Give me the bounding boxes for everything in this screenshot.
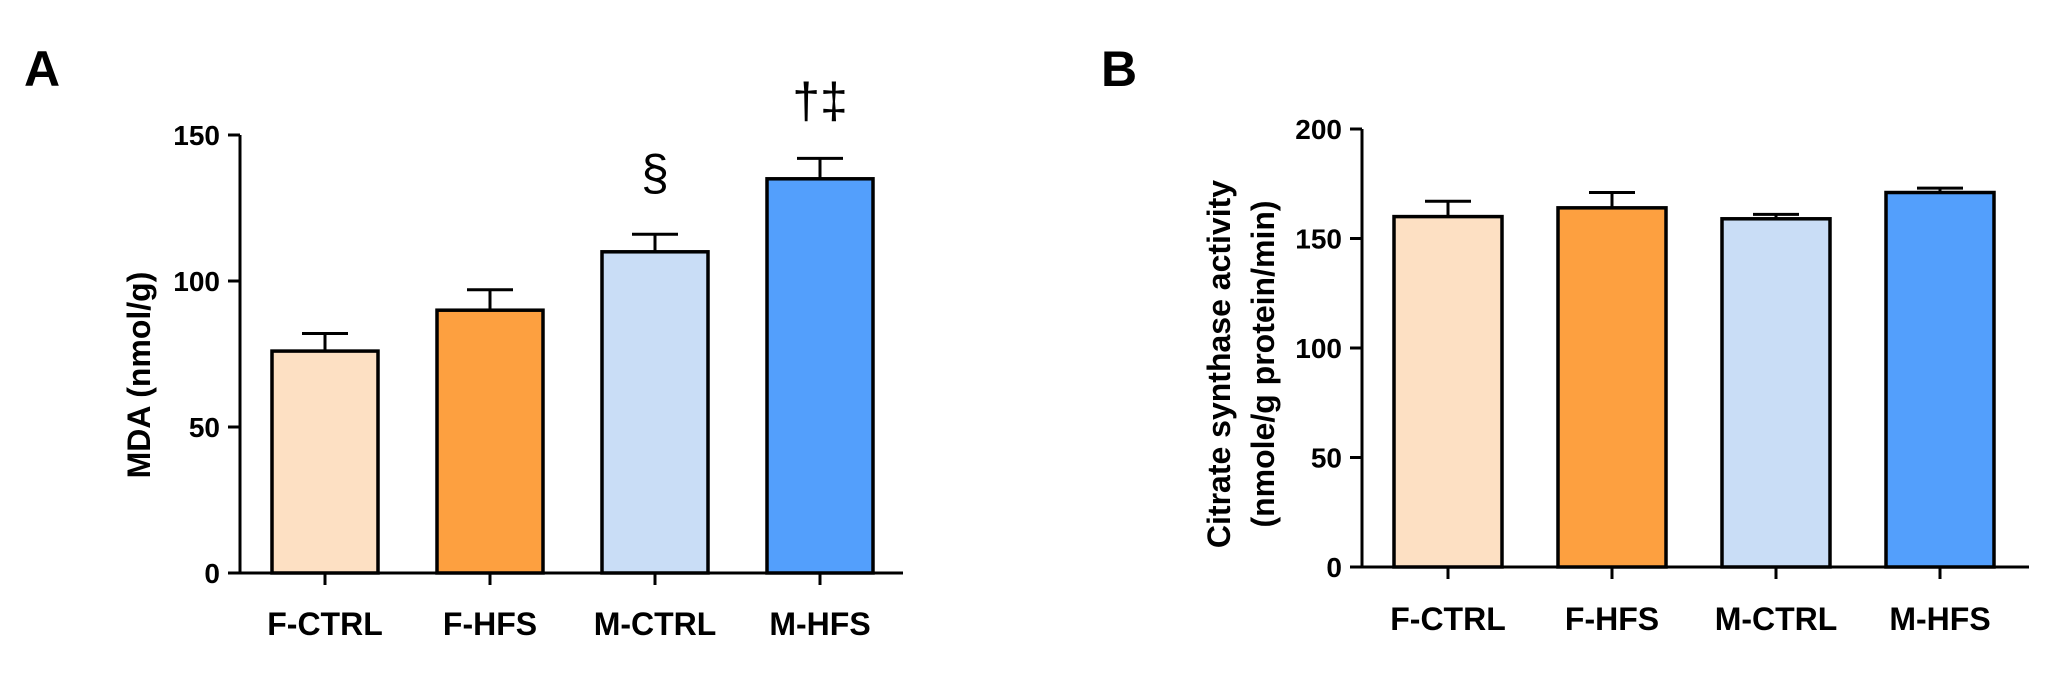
panel-a-chart: A MDA (nmol/g) 0 50 100 150 F-CTRL F-HFS M-CTR…	[24, 41, 903, 642]
panel-a-y-axis-title: MDA (nmol/g)	[121, 272, 157, 479]
bar-m-hfs	[765, 177, 875, 575]
bar-m-hfs	[1884, 190, 1996, 569]
x-tick-label-m-hfs: M-HFS	[769, 606, 870, 642]
panel-b-y-axis-title-line2: (nmole/g protein/min)	[1245, 200, 1281, 527]
bar-f-hfs	[1556, 206, 1668, 569]
x-tick-label-f-ctrl: F-CTRL	[1390, 601, 1506, 637]
x-tick-label-f-hfs: F-HFS	[1565, 601, 1659, 637]
bar-f-ctrl	[270, 349, 380, 575]
bar-f-ctrl	[1392, 214, 1504, 569]
y-tick-label: 200	[1295, 114, 1342, 145]
x-tick-label-m-ctrl: M-CTRL	[1715, 601, 1838, 637]
significance-annotation: †‡	[792, 73, 848, 129]
y-tick-label: 50	[189, 412, 220, 443]
panel-a-letter: A	[24, 41, 60, 97]
x-tick-label-m-hfs: M-HFS	[1889, 601, 1990, 637]
panel-b-y-axis-title-line1: Citrate synthase activity	[1201, 180, 1237, 548]
y-tick-label: 50	[1311, 443, 1342, 474]
x-tick-label-f-hfs: F-HFS	[443, 606, 537, 642]
panel-b-letter: B	[1101, 41, 1137, 97]
bar-m-ctrl	[600, 250, 710, 575]
bar-m-ctrl	[1720, 217, 1832, 569]
y-tick-label: 100	[1295, 333, 1342, 364]
y-tick-label: 150	[173, 120, 220, 151]
panel-b-chart: B Citrate synthase activity (nmole/g pro…	[1101, 41, 2029, 637]
y-tick-label: 0	[1326, 552, 1342, 583]
y-tick-label: 150	[1295, 224, 1342, 255]
x-tick-label-f-ctrl: F-CTRL	[267, 606, 383, 642]
x-tick-label-m-ctrl: M-CTRL	[594, 606, 717, 642]
significance-annotation: §	[641, 145, 669, 201]
y-tick-label: 100	[173, 266, 220, 297]
y-tick-label: 0	[204, 558, 220, 589]
bar-f-hfs	[435, 308, 545, 575]
